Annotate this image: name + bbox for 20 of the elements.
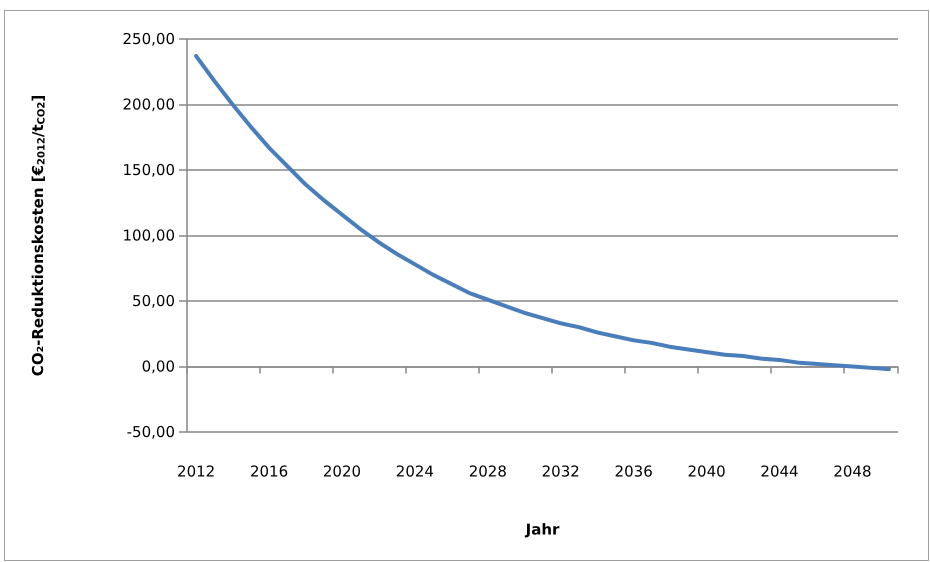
x-tick-label: 2024 bbox=[396, 462, 434, 480]
x-tick-label: 2040 bbox=[687, 462, 726, 480]
y-tick-label: 100,00 bbox=[122, 226, 175, 244]
x-tick-label: 2032 bbox=[542, 462, 580, 480]
y-tick-label: 250,00 bbox=[122, 30, 175, 48]
y-tick-label: -50,00 bbox=[126, 423, 175, 441]
x-tick-label: 2048 bbox=[833, 462, 872, 480]
x-tick-label: 2016 bbox=[250, 462, 288, 480]
x-tick-label: 2044 bbox=[760, 462, 799, 480]
x-tick-label: 2012 bbox=[177, 462, 216, 480]
line-series bbox=[194, 54, 891, 372]
y-axis-title: CO₂-Reduktionskosten [€2012/tCO2] bbox=[29, 94, 48, 376]
y-tick-label: 200,00 bbox=[122, 96, 175, 114]
x-tick-label: 2036 bbox=[614, 462, 653, 480]
x-tick-label: 2020 bbox=[322, 462, 362, 480]
y-tick-label: 150,00 bbox=[122, 161, 175, 179]
y-tick-label: 50,00 bbox=[132, 292, 175, 310]
x-tick-label: 2028 bbox=[468, 462, 507, 480]
x-axis-title: Jahr bbox=[524, 520, 560, 538]
y-tick-label: 0,00 bbox=[142, 358, 175, 376]
